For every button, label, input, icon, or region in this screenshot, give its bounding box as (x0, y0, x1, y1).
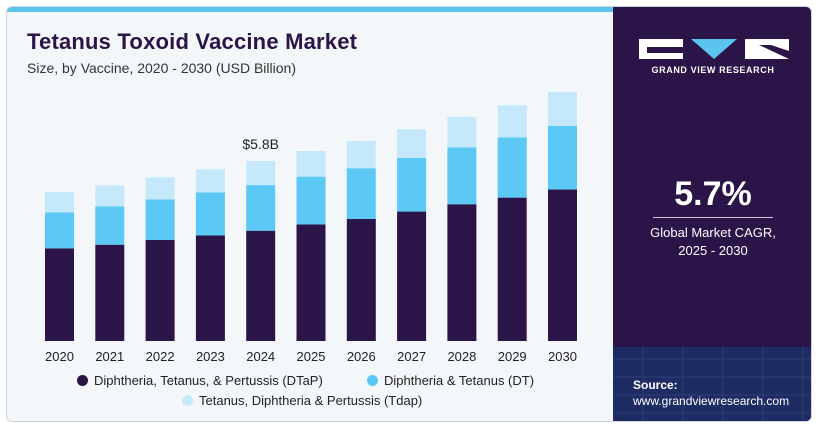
bar-2025-series-0 (296, 224, 326, 341)
legend-label-tdap: Tetanus, Diphtheria & Pertussis (Tdap) (199, 393, 423, 408)
x-tick-label-2023: 2023 (196, 349, 225, 364)
bar-2021-series-2 (95, 185, 125, 207)
bar-2023-series-0 (195, 235, 225, 341)
x-tick-label-2022: 2022 (146, 349, 175, 364)
bar-2020-series-1 (45, 212, 74, 249)
bar-2027-series-2 (397, 129, 427, 158)
bar-2029-series-0 (497, 197, 527, 341)
x-tick-label-2024: 2024 (246, 349, 275, 364)
bar-2029-series-1 (497, 137, 527, 198)
bar-2026-series-1 (346, 168, 376, 219)
bar-2021-series-1 (95, 206, 125, 245)
bar-2021-series-0 (95, 244, 125, 341)
legend-label-dtap: Diphtheria, Tetanus, & Pertussis (DTaP) (94, 373, 323, 388)
chart-subtitle: Size, by Vaccine, 2020 - 2030 (USD Billi… (27, 60, 296, 76)
x-tick-label-2026: 2026 (347, 349, 376, 364)
infographic-card: Tetanus Toxoid Vaccine Market Size, by V… (6, 6, 812, 422)
bar-2022-series-0 (145, 239, 175, 341)
bar-2023-series-2 (195, 169, 225, 193)
bar-2026-series-0 (346, 218, 376, 341)
x-tick-label-2021: 2021 (95, 349, 124, 364)
x-tick-label-2020: 2020 (45, 349, 74, 364)
cagr-divider (653, 217, 773, 218)
cagr-label-line1: Global Market CAGR, (650, 225, 776, 240)
legend-swatch-dt (367, 375, 378, 386)
x-tick-label-2027: 2027 (397, 349, 426, 364)
bar-2023-series-1 (195, 192, 225, 236)
legend-label-dt: Diphtheria & Tetanus (DT) (384, 373, 535, 388)
source-title: Source: (633, 378, 678, 392)
chart-title: Tetanus Toxoid Vaccine Market (27, 29, 358, 54)
legend-swatch-tdap (182, 395, 193, 406)
x-tick-label-2028: 2028 (447, 349, 476, 364)
bar-2030-series-1 (548, 125, 577, 190)
bar-2024-series-1 (246, 185, 276, 231)
x-tick-label-2025: 2025 (297, 349, 326, 364)
legend-item-dt: Diphtheria & Tetanus (DT) (367, 373, 534, 388)
sidebar-panel: GRAND VIEW RESEARCH 5.7% Global Market C… (613, 7, 811, 421)
accent-bar (7, 7, 613, 12)
brand-name: GRAND VIEW RESEARCH (651, 65, 775, 75)
bar-2030-series-0 (548, 189, 577, 341)
bar-2028-series-1 (447, 147, 477, 205)
x-tick-label-2029: 2029 (498, 349, 527, 364)
bar-2020-series-0 (45, 248, 74, 341)
grand-view-research-logo (639, 39, 789, 59)
bar-2025-series-1 (296, 176, 326, 225)
bar-2028-series-2 (447, 116, 477, 148)
source-url[interactable]: www.grandviewresearch.com (633, 394, 790, 408)
legend-item-dtap: Diphtheria, Tetanus, & Pertussis (DTaP) (77, 373, 323, 388)
bar-2027-series-0 (397, 211, 427, 341)
bar-2022-series-1 (145, 199, 175, 240)
x-tick-label-2030: 2030 (548, 349, 577, 364)
cagr-label: Global Market CAGR, 2025 - 2030 (613, 224, 811, 260)
chart-panel: Tetanus Toxoid Vaccine Market Size, by V… (7, 7, 613, 421)
bar-2022-series-2 (145, 177, 175, 200)
bar-2025-series-2 (296, 150, 326, 177)
bar-2020-series-2 (45, 192, 74, 213)
source-pattern (613, 347, 811, 421)
cagr-value: 5.7% (674, 175, 752, 213)
bar-chart: 2020 2021 2022 2023 2024 $5.8B 2025 2026 2027 202… (45, 91, 577, 364)
bar-2028-series-0 (447, 204, 477, 341)
data-label-2024: $5.8B (242, 136, 279, 152)
bar-2024-series-2 (246, 160, 276, 186)
legend-item-tdap: Tetanus, Diphtheria & Pertussis (Tdap) (182, 393, 422, 408)
cagr-label-line2: 2025 - 2030 (678, 243, 748, 258)
bar-2026-series-2 (346, 141, 376, 169)
legend-swatch-dtap (77, 375, 88, 386)
bar-2030-series-2 (548, 91, 577, 126)
bar-2024-series-0 (246, 230, 276, 341)
bar-2027-series-1 (397, 157, 427, 212)
bar-2029-series-2 (497, 105, 527, 138)
